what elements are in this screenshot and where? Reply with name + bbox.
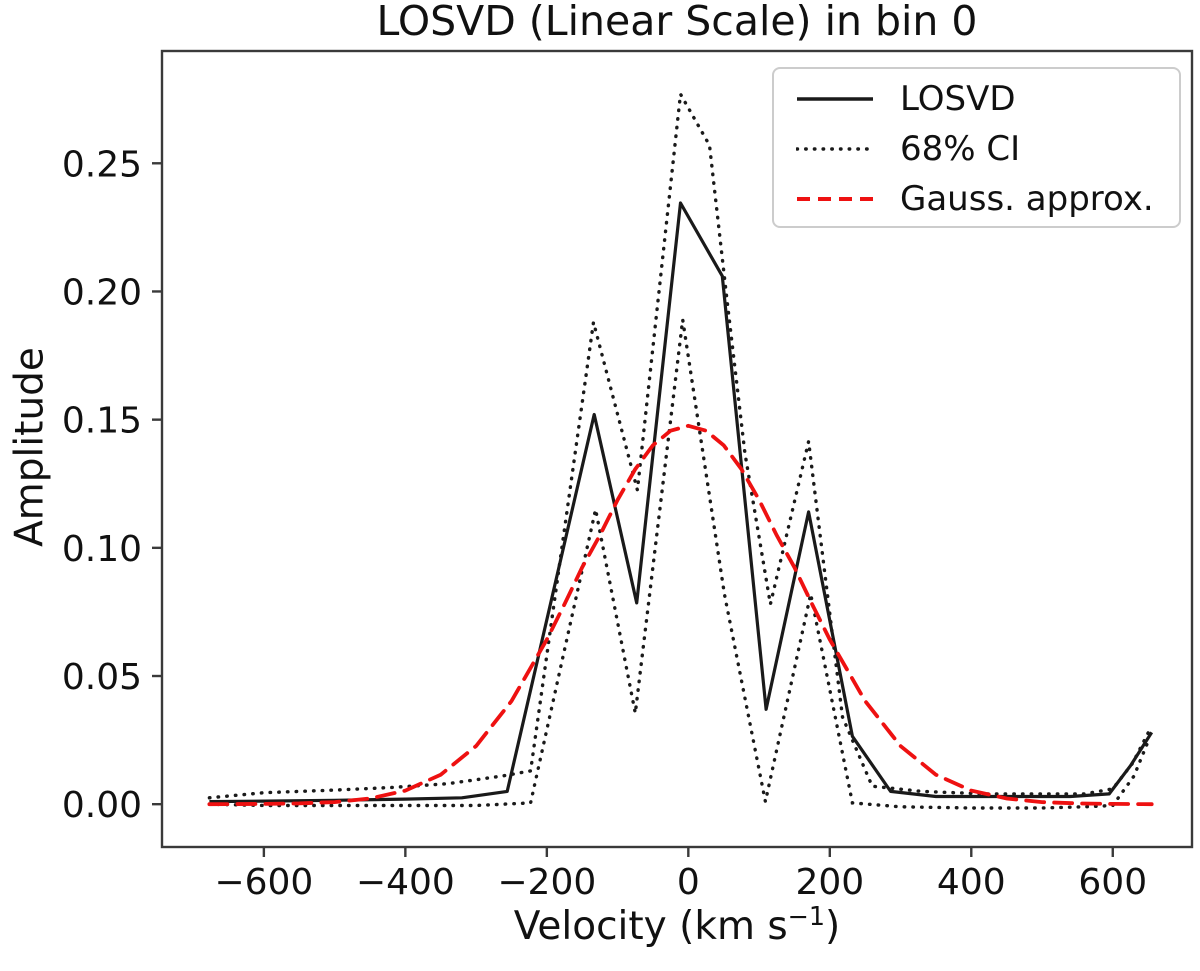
x-tick-label: −400 bbox=[356, 862, 455, 903]
chart-title: LOSVD (Linear Scale) in bin 0 bbox=[376, 0, 978, 45]
y-tick-label: 0.15 bbox=[62, 401, 142, 442]
series-68-ci-lower bbox=[207, 319, 1150, 810]
legend-entry-68ci: 68% CI bbox=[796, 124, 1179, 174]
y-tick-label: 0.05 bbox=[62, 657, 142, 698]
y-tick-label: 0.10 bbox=[62, 529, 142, 570]
x-tick-label: −200 bbox=[497, 862, 596, 903]
legend-dashed-line-icon bbox=[797, 197, 873, 201]
x-tick-label: 600 bbox=[1078, 862, 1147, 903]
legend-label-68ci: 68% CI bbox=[900, 129, 1021, 169]
axes-spines bbox=[160, 49, 1194, 849]
x-axis-label-text: Velocity (km s bbox=[513, 904, 788, 949]
legend: LOSVD 68% CI Gauss. approx. bbox=[772, 67, 1181, 228]
x-tick-label: −600 bbox=[214, 862, 313, 903]
legend-entry-losvd: LOSVD bbox=[796, 74, 1179, 124]
series-losvd bbox=[209, 201, 1154, 804]
y-tick-label: 0.20 bbox=[62, 272, 142, 313]
x-tick-label: 400 bbox=[937, 862, 1006, 903]
x-axis-label-superscript: −1 bbox=[787, 901, 826, 931]
x-tick-label: 200 bbox=[795, 862, 864, 903]
series-68-ci-upper bbox=[207, 88, 1154, 800]
y-tick-label: 0.00 bbox=[62, 785, 142, 826]
series-gauss-approx- bbox=[207, 423, 1154, 807]
legend-label-losvd: LOSVD bbox=[900, 79, 1016, 119]
legend-entry-gauss: Gauss. approx. bbox=[796, 174, 1179, 224]
legend-dotted-line-icon bbox=[796, 147, 874, 151]
y-tick-label: 0.25 bbox=[62, 144, 142, 185]
x-axis-label: Velocity (km s−1) bbox=[162, 901, 1192, 949]
x-tick-label: 0 bbox=[677, 862, 700, 903]
legend-solid-line-icon bbox=[797, 97, 873, 101]
legend-label-gauss: Gauss. approx. bbox=[900, 179, 1154, 219]
x-axis-label-suffix: ) bbox=[825, 904, 841, 949]
